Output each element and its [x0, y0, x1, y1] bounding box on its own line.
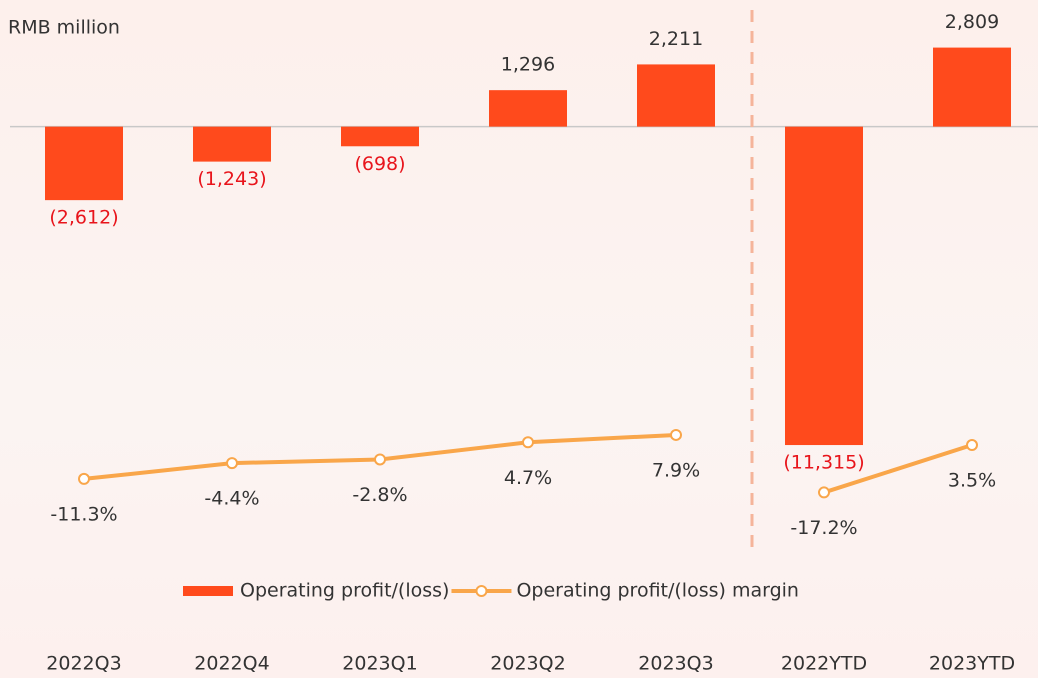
- line-value-label: -4.4%: [204, 488, 259, 510]
- legend-label: Operating profit/(loss): [240, 580, 449, 602]
- line: [823, 443, 973, 495]
- line-value-label: 3.5%: [948, 470, 996, 492]
- bar: [489, 90, 567, 127]
- bar: [341, 126, 419, 147]
- bar: [785, 126, 863, 446]
- line-point: [522, 436, 534, 449]
- x-tick-label: 2023Q1: [342, 653, 417, 675]
- line-value-label: -11.3%: [50, 503, 117, 525]
- line-point: [78, 472, 90, 485]
- bar-value-label: (698): [354, 153, 405, 175]
- bar-value-label: (1,243): [197, 168, 266, 190]
- x-tick-label: 2022Q3: [46, 653, 121, 675]
- bar-value-label: 1,296: [501, 54, 555, 76]
- legend-label: Operating profit/(loss) margin: [516, 580, 799, 602]
- line-value-label: 4.7%: [504, 467, 552, 489]
- line-point: [670, 428, 682, 441]
- legend-swatch-point: [475, 585, 488, 597]
- unit-label: RMB million: [8, 17, 120, 39]
- line-value-label: -17.2%: [790, 517, 857, 539]
- line-point: [966, 439, 978, 452]
- line-point: [818, 486, 830, 499]
- x-tick-label: 2022Q4: [194, 653, 269, 675]
- line-point: [374, 453, 386, 466]
- legend-swatch: [183, 586, 233, 596]
- bar: [933, 47, 1011, 127]
- x-tick-label: 2023YTD: [929, 653, 1015, 675]
- bar: [193, 126, 271, 162]
- bar-value-label: 2,211: [649, 28, 703, 50]
- line-value-label: -2.8%: [352, 484, 407, 506]
- bar: [45, 126, 123, 201]
- bar-value-label: (2,612): [49, 207, 118, 229]
- bar: [637, 64, 715, 127]
- bar-value-label: 2,809: [945, 11, 999, 33]
- line-point: [226, 457, 238, 470]
- x-tick-label: 2022YTD: [781, 653, 867, 675]
- bar-value-label: (11,315): [783, 452, 864, 474]
- x-tick-label: 2023Q2: [490, 653, 565, 675]
- x-tick-label: 2023Q3: [638, 653, 713, 675]
- line-value-label: 7.9%: [652, 459, 700, 481]
